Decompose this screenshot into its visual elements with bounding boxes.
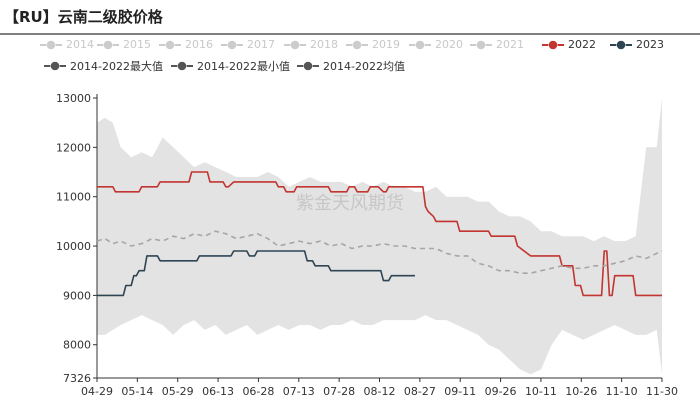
legend-marker-icon <box>171 61 193 71</box>
series-line-2023 <box>97 250 415 297</box>
legend-item-2020[interactable]: 2020 <box>409 38 463 51</box>
y-tick-label: 7326 <box>63 372 91 385</box>
range-band-layer <box>97 98 662 375</box>
series-line-2014-2022均值 <box>96 230 663 275</box>
y-tick-label: 12000 <box>56 141 91 154</box>
legend-item-2021[interactable]: 2021 <box>470 38 524 51</box>
y-tick-label: 13000 <box>56 92 91 105</box>
legend-label: 2019 <box>372 38 400 51</box>
legend-label: 2014 <box>66 38 94 51</box>
x-tick-label: 11-30 <box>646 385 678 398</box>
series-2022 <box>97 171 662 297</box>
x-tick-label: 06-28 <box>242 385 274 398</box>
legend-item-2014-2022最大值[interactable]: 2014-2022最大值 <box>44 58 163 74</box>
legend-marker-icon <box>97 39 119 50</box>
legend-item-2014-2022均值[interactable]: 2014-2022均值 <box>297 58 405 74</box>
x-tick-label: 05-14 <box>121 385 153 398</box>
y-tick-label: 10000 <box>56 240 91 253</box>
legend-label: 2017 <box>247 38 275 51</box>
legend-item-2018[interactable]: 2018 <box>284 38 338 51</box>
legend-item-2015[interactable]: 2015 <box>97 38 151 51</box>
legend-label: 2014-2022均值 <box>323 60 405 73</box>
x-tick-label: 07-28 <box>323 385 355 398</box>
legend-label: 2023 <box>636 38 664 51</box>
x-tick-label: 11-10 <box>606 385 638 398</box>
x-tick-label: 08-12 <box>364 385 396 398</box>
legend-marker-icon <box>610 39 632 50</box>
chart-title: 【RU】云南二级胶价格 <box>4 8 163 26</box>
legend-marker-icon <box>346 39 368 50</box>
series-2023 <box>97 250 415 297</box>
legend-item-2014-2022最小值[interactable]: 2014-2022最小值 <box>171 58 290 74</box>
x-tick-label: 06-13 <box>202 385 234 398</box>
legend-marker-icon <box>409 39 431 50</box>
legend-label: 2014-2022最小值 <box>197 60 290 73</box>
legend-label: 2021 <box>496 38 524 51</box>
legend-marker-icon <box>470 39 492 50</box>
series-2014-2022均值 <box>96 230 663 275</box>
chart-legend: 2014 2015 2016 2017 2018 2019 2020 2021 2022 2023… <box>0 38 700 78</box>
x-tick-label: 09-11 <box>444 385 476 398</box>
legend-marker-icon <box>297 61 319 71</box>
y-tick-label: 11000 <box>56 191 91 204</box>
legend-label: 2022 <box>568 38 596 51</box>
legend-item-2019[interactable]: 2019 <box>346 38 400 51</box>
legend-marker-icon <box>221 39 243 50</box>
legend-item-2016[interactable]: 2016 <box>159 38 213 51</box>
legend-marker-icon <box>542 39 564 50</box>
title-divider <box>0 33 700 35</box>
x-tick-label: 10-26 <box>565 385 597 398</box>
legend-marker-icon <box>40 39 62 50</box>
legend-marker-icon <box>44 61 66 71</box>
watermark: 紫金天风期货 <box>296 193 404 214</box>
legend-label: 2015 <box>123 38 151 51</box>
x-tick-label: 08-27 <box>404 385 436 398</box>
x-tick-label: 05-29 <box>162 385 194 398</box>
legend-item-2014[interactable]: 2014 <box>40 38 94 51</box>
legend-marker-icon <box>159 39 181 50</box>
x-tick-label: 04-29 <box>81 385 113 398</box>
axis-layer: 7326 8000 9000 10000 11000 12000 13000 04-29 05-… <box>56 92 678 398</box>
legend-marker-icon <box>284 39 306 50</box>
x-tick-label: 09-26 <box>485 385 517 398</box>
legend-label: 2020 <box>435 38 463 51</box>
legend-item-2022[interactable]: 2022 <box>542 38 596 51</box>
y-tick-label: 8000 <box>63 339 91 352</box>
x-tick-label: 07-13 <box>283 385 315 398</box>
legend-label: 2014-2022最大值 <box>70 60 163 73</box>
legend-item-2023[interactable]: 2023 <box>610 38 664 51</box>
legend-label: 2018 <box>310 38 338 51</box>
x-tick-label: 10-11 <box>525 385 557 398</box>
max-min-range-band <box>97 98 662 375</box>
y-tick-label: 9000 <box>63 289 91 302</box>
legend-item-2017[interactable]: 2017 <box>221 38 275 51</box>
series-layer <box>96 171 663 297</box>
legend-label: 2016 <box>185 38 213 51</box>
series-line-2022 <box>97 171 662 297</box>
